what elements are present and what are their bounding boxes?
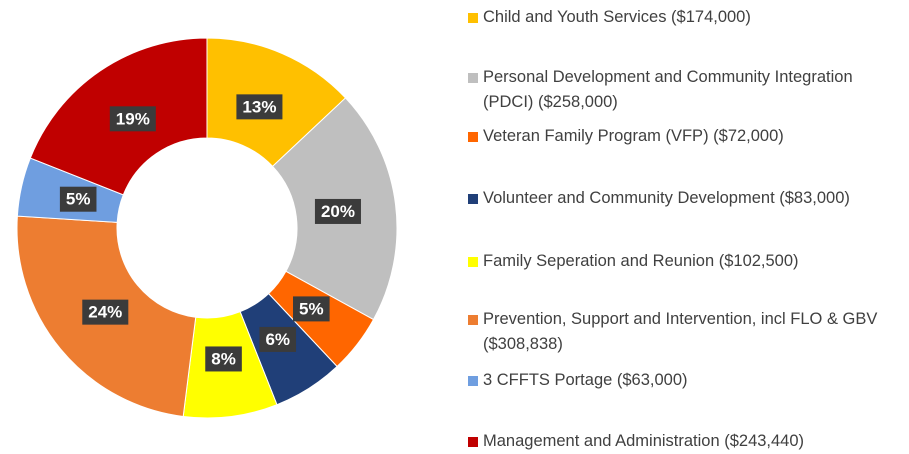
legend-item: Personal Development and Community Integ… [468,65,888,115]
data-label: 24% [88,303,122,322]
data-label: 5% [299,299,324,318]
data-label-box [205,346,242,372]
legend-label: Family Seperation and Reunion ($102,500) [483,252,799,270]
legend-swatch [468,194,478,204]
chart: 13% 20% 5% 6% 8% 24% 5% 19% [16,37,398,419]
legend-item: Management and Administration ($243,440) [468,429,888,454]
legend-item: 3 CFFTS Portage ($63,000) [468,368,888,393]
legend-swatch [468,132,478,142]
legend-label: Personal Development and Community Integ… [483,68,853,111]
legend-label: Management and Administration ($243,440) [483,432,805,450]
legend-item: Prevention, Support and Intervention, in… [468,307,888,357]
data-label-box [314,198,361,224]
data-label: 13% [242,97,276,116]
legend-swatch [468,376,478,386]
data-label-box [82,299,129,325]
legend-item: Child and Youth Services ($174,000) [468,5,888,30]
data-label-box [59,186,97,212]
legend-label: Child and Youth Services ($174,000) [483,8,751,26]
legend-item: Volunteer and Community Development ($83… [468,186,888,211]
legend-item: Family Seperation and Reunion ($102,500) [468,249,888,274]
legend-swatch [468,315,478,325]
legend-label: 3 CFFTS Portage ($63,000) [483,371,688,389]
legend-item: Veteran Family Program (VFP) ($72,000) [468,124,888,149]
data-label: 20% [321,202,355,221]
legend-swatch [468,257,478,267]
legend-label: Prevention, Support and Intervention, in… [483,310,878,353]
data-label-box [109,106,156,132]
legend: Child and Youth Services ($174,000) Perso… [468,0,909,452]
data-label: 5% [66,190,91,209]
data-label-box [236,94,283,120]
legend-swatch [468,437,478,447]
legend-swatch [468,13,478,23]
legend-label: Veteran Family Program (VFP) ($72,000) [483,127,784,145]
legend-swatch [468,73,478,83]
data-label-box [259,326,297,352]
data-label-box [293,296,330,322]
data-label: 19% [116,109,150,128]
legend-label: Volunteer and Community Development ($83… [483,189,850,207]
data-label: 8% [211,349,236,368]
data-label: 6% [265,330,290,349]
